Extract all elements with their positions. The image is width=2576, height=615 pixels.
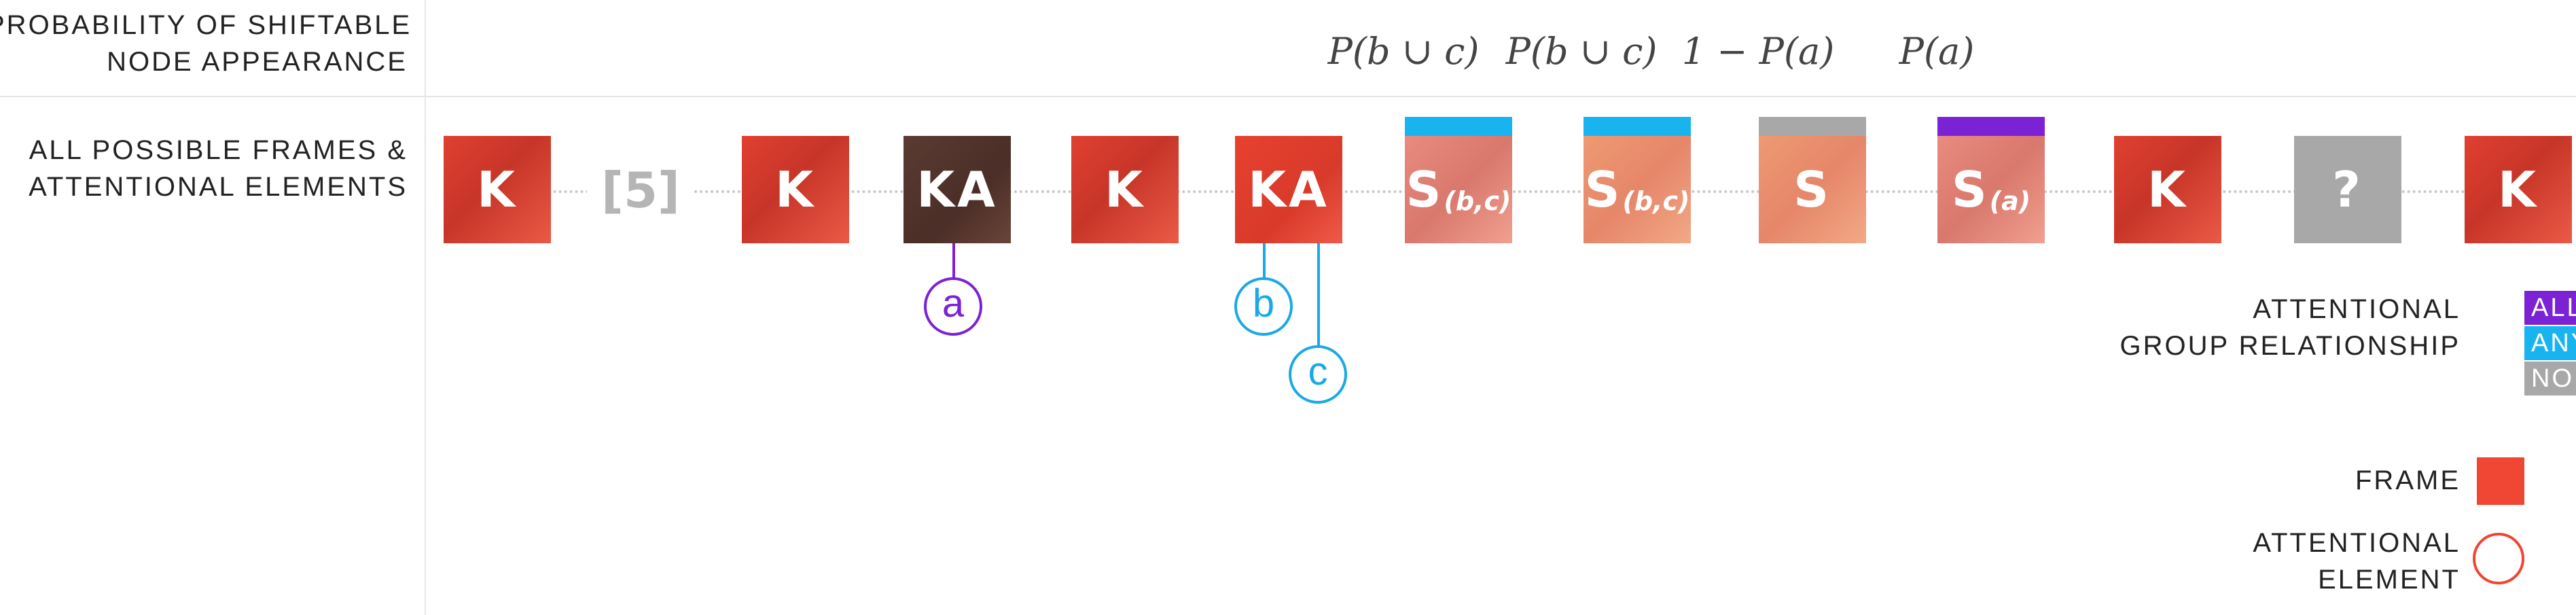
frame-subscript: (a) (1989, 186, 2031, 216)
frame-k: K (2114, 136, 2221, 243)
element-c-stem (1317, 243, 1320, 347)
group-bar-none (1759, 117, 1866, 136)
frame-shiftable: S (a) (1937, 136, 2045, 243)
frame-label: K (1105, 161, 1145, 218)
legend-swatch-none: NONE (2524, 362, 2576, 396)
legend-element-circle (2473, 533, 2524, 584)
attentional-element-b: b (1234, 277, 1293, 336)
legend-swatch-any: ANY (2524, 326, 2576, 360)
frames-row-label-line-1: ALL POSSIBLE FRAMES & (29, 135, 408, 165)
row-divider (0, 96, 2576, 97)
legend-group-title-line-2: GROUP RELATIONSHIP (2119, 331, 2461, 361)
frame-k: K (2465, 136, 2572, 243)
frames-row-label: ALL POSSIBLE FRAMES & ATTENTIONAL ELEMEN… (0, 132, 408, 205)
legend-element-label: ATTENTIONAL ELEMENT (2253, 525, 2461, 598)
probability-formula: 1 − P(a) (1681, 30, 1835, 73)
attentional-element-c: c (1289, 345, 1347, 404)
legend-frame-label: FRAME (2355, 465, 2461, 495)
frame-shiftable: S (b,c) (1405, 136, 1512, 243)
frame-unknown: ? (2294, 136, 2401, 243)
column-divider (425, 0, 426, 615)
legend-group-title-line-1: ATTENTIONAL (2253, 294, 2461, 324)
element-label: a (942, 281, 965, 326)
frame-ka: KA (1235, 136, 1342, 243)
frame-shiftable: S (b,c) (1584, 136, 1691, 243)
probability-row-label-line-1: PROBABILITY OF SHIFTABLE (0, 10, 412, 40)
element-label: c (1308, 349, 1328, 393)
frame-label: ? (2332, 161, 2363, 218)
legend-frame-swatch (2477, 457, 2524, 505)
skipped-frames-placeholder: [5] (587, 156, 694, 224)
frame-label: S (1406, 161, 1444, 218)
frame-label: K (477, 161, 518, 218)
frame-subscript: (b,c) (1444, 186, 1511, 216)
probability-formula: P(a) (1899, 30, 1975, 73)
probability-formula: P(b ∪ c) (1505, 30, 1658, 73)
frame-label: K (2147, 161, 2188, 218)
frame-shiftable: S (1759, 136, 1866, 243)
frame-label: K (2498, 161, 2539, 218)
frame-label: KA (1248, 161, 1329, 218)
probability-row-label: PROBABILITY OF SHIFTABLE NODE APPEARANCE (0, 7, 412, 80)
frame-label: S (1584, 161, 1623, 218)
element-label: b (1252, 281, 1275, 326)
legend-element-label-line-1: ATTENTIONAL (2253, 528, 2461, 558)
legend-element-label-line-2: ELEMENT (2318, 565, 2461, 595)
element-b-stem (1263, 243, 1266, 279)
element-a-stem (952, 243, 955, 279)
group-bar-any (1584, 117, 1691, 136)
frame-ka: KA (904, 136, 1011, 243)
frame-label: K (775, 161, 816, 218)
frame-subscript: (b,c) (1622, 186, 1690, 216)
group-bar-all (1937, 117, 2045, 136)
frame-label: KA (916, 161, 998, 218)
legend-swatch-all: ALL (2524, 291, 2576, 325)
group-bar-any (1405, 117, 1512, 136)
frame-k: K (444, 136, 551, 243)
attentional-element-a: a (924, 277, 982, 336)
legend-group-title: ATTENTIONAL GROUP RELATIONSHIP (2120, 291, 2461, 364)
frame-k: K (742, 136, 849, 243)
frames-row-label-line-2: ATTENTIONAL ELEMENTS (29, 172, 408, 202)
probability-row-label-line-2: NODE APPEARANCE (107, 47, 408, 77)
frame-label: S (1793, 161, 1831, 218)
frame-k: K (1071, 136, 1179, 243)
probability-formula: P(b ∪ c) (1327, 30, 1480, 73)
frame-label: S (1951, 161, 1990, 218)
